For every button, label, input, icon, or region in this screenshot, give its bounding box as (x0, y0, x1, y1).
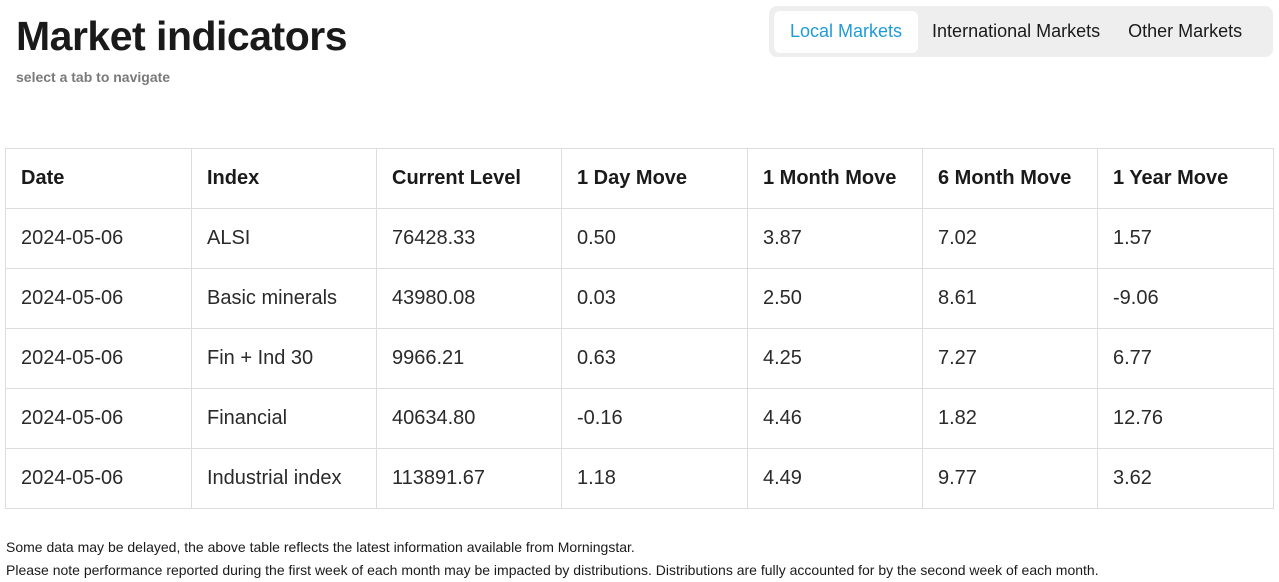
cell-1-day-move: 0.03 (561, 268, 748, 329)
market-indicators-table: Date Index Current Level 1 Day Move 1 Mo… (5, 148, 1274, 509)
footnotes: Some data may be delayed, the above tabl… (6, 536, 1099, 582)
column-header-index: Index (191, 148, 377, 209)
table-row: 2024-05-06 Basic minerals 43980.08 0.03 … (5, 268, 1274, 329)
table-row: 2024-05-06 Financial 40634.80 -0.16 4.46… (5, 388, 1274, 449)
column-header-current-level: Current Level (376, 148, 562, 209)
cell-6-month-move: 7.02 (922, 208, 1098, 269)
cell-index: Fin + Ind 30 (191, 328, 377, 389)
cell-current-level: 76428.33 (376, 208, 562, 269)
page-header: Market indicators select a tab to naviga… (16, 10, 348, 86)
table-row: 2024-05-06 Industrial index 113891.67 1.… (5, 448, 1274, 509)
cell-current-level: 113891.67 (376, 448, 562, 509)
cell-6-month-move: 8.61 (922, 268, 1098, 329)
cell-date: 2024-05-06 (5, 448, 192, 509)
cell-1-year-move: -9.06 (1097, 268, 1274, 329)
cell-date: 2024-05-06 (5, 268, 192, 329)
tab-other-markets[interactable]: Other Markets (1128, 21, 1243, 41)
cell-1-day-move: 1.18 (561, 448, 748, 509)
cell-date: 2024-05-06 (5, 208, 192, 269)
cell-6-month-move: 7.27 (922, 328, 1098, 389)
cell-current-level: 40634.80 (376, 388, 562, 449)
cell-current-level: 9966.21 (376, 328, 562, 389)
column-header-1-year-move: 1 Year Move (1097, 148, 1274, 209)
page-title: Market indicators (16, 13, 348, 59)
market-tabs: Local Markets International Markets Othe… (769, 6, 1273, 57)
cell-1-month-move: 4.25 (747, 328, 923, 389)
cell-1-year-move: 1.57 (1097, 208, 1274, 269)
cell-current-level: 43980.08 (376, 268, 562, 329)
tab-international-markets[interactable]: International Markets (932, 21, 1101, 41)
footnote-delay-notice: Some data may be delayed, the above tabl… (6, 539, 635, 555)
column-header-1-month-move: 1 Month Move (747, 148, 923, 209)
column-header-6-month-move: 6 Month Move (922, 148, 1098, 209)
cell-1-year-move: 6.77 (1097, 328, 1274, 389)
cell-1-day-move: 0.50 (561, 208, 748, 269)
cell-1-year-move: 12.76 (1097, 388, 1274, 449)
cell-1-day-move: 0.63 (561, 328, 748, 389)
table-header-row: Date Index Current Level 1 Day Move 1 Mo… (5, 148, 1274, 209)
cell-index: Financial (191, 388, 377, 449)
cell-index: Basic minerals (191, 268, 377, 329)
cell-1-month-move: 3.87 (747, 208, 923, 269)
cell-1-month-move: 4.46 (747, 388, 923, 449)
column-header-date: Date (5, 148, 192, 209)
cell-1-day-move: -0.16 (561, 388, 748, 449)
cell-1-month-move: 4.49 (747, 448, 923, 509)
cell-6-month-move: 9.77 (922, 448, 1098, 509)
cell-1-year-move: 3.62 (1097, 448, 1274, 509)
table-row: 2024-05-06 ALSI 76428.33 0.50 3.87 7.02 … (5, 208, 1274, 269)
column-header-1-day-move: 1 Day Move (561, 148, 748, 209)
page-subtitle: select a tab to navigate (16, 69, 171, 85)
market-indicators-table-container: Date Index Current Level 1 Day Move 1 Mo… (5, 148, 1274, 509)
cell-6-month-move: 1.82 (922, 388, 1098, 449)
tab-local-markets[interactable]: Local Markets (774, 10, 919, 53)
cell-1-month-move: 2.50 (747, 268, 923, 329)
cell-date: 2024-05-06 (5, 328, 192, 389)
table-row: 2024-05-06 Fin + Ind 30 9966.21 0.63 4.2… (5, 328, 1274, 389)
cell-date: 2024-05-06 (5, 388, 192, 449)
cell-index: ALSI (191, 208, 377, 269)
footnote-distributions-notice: Please note performance reported during … (6, 562, 1099, 578)
cell-index: Industrial index (191, 448, 377, 509)
